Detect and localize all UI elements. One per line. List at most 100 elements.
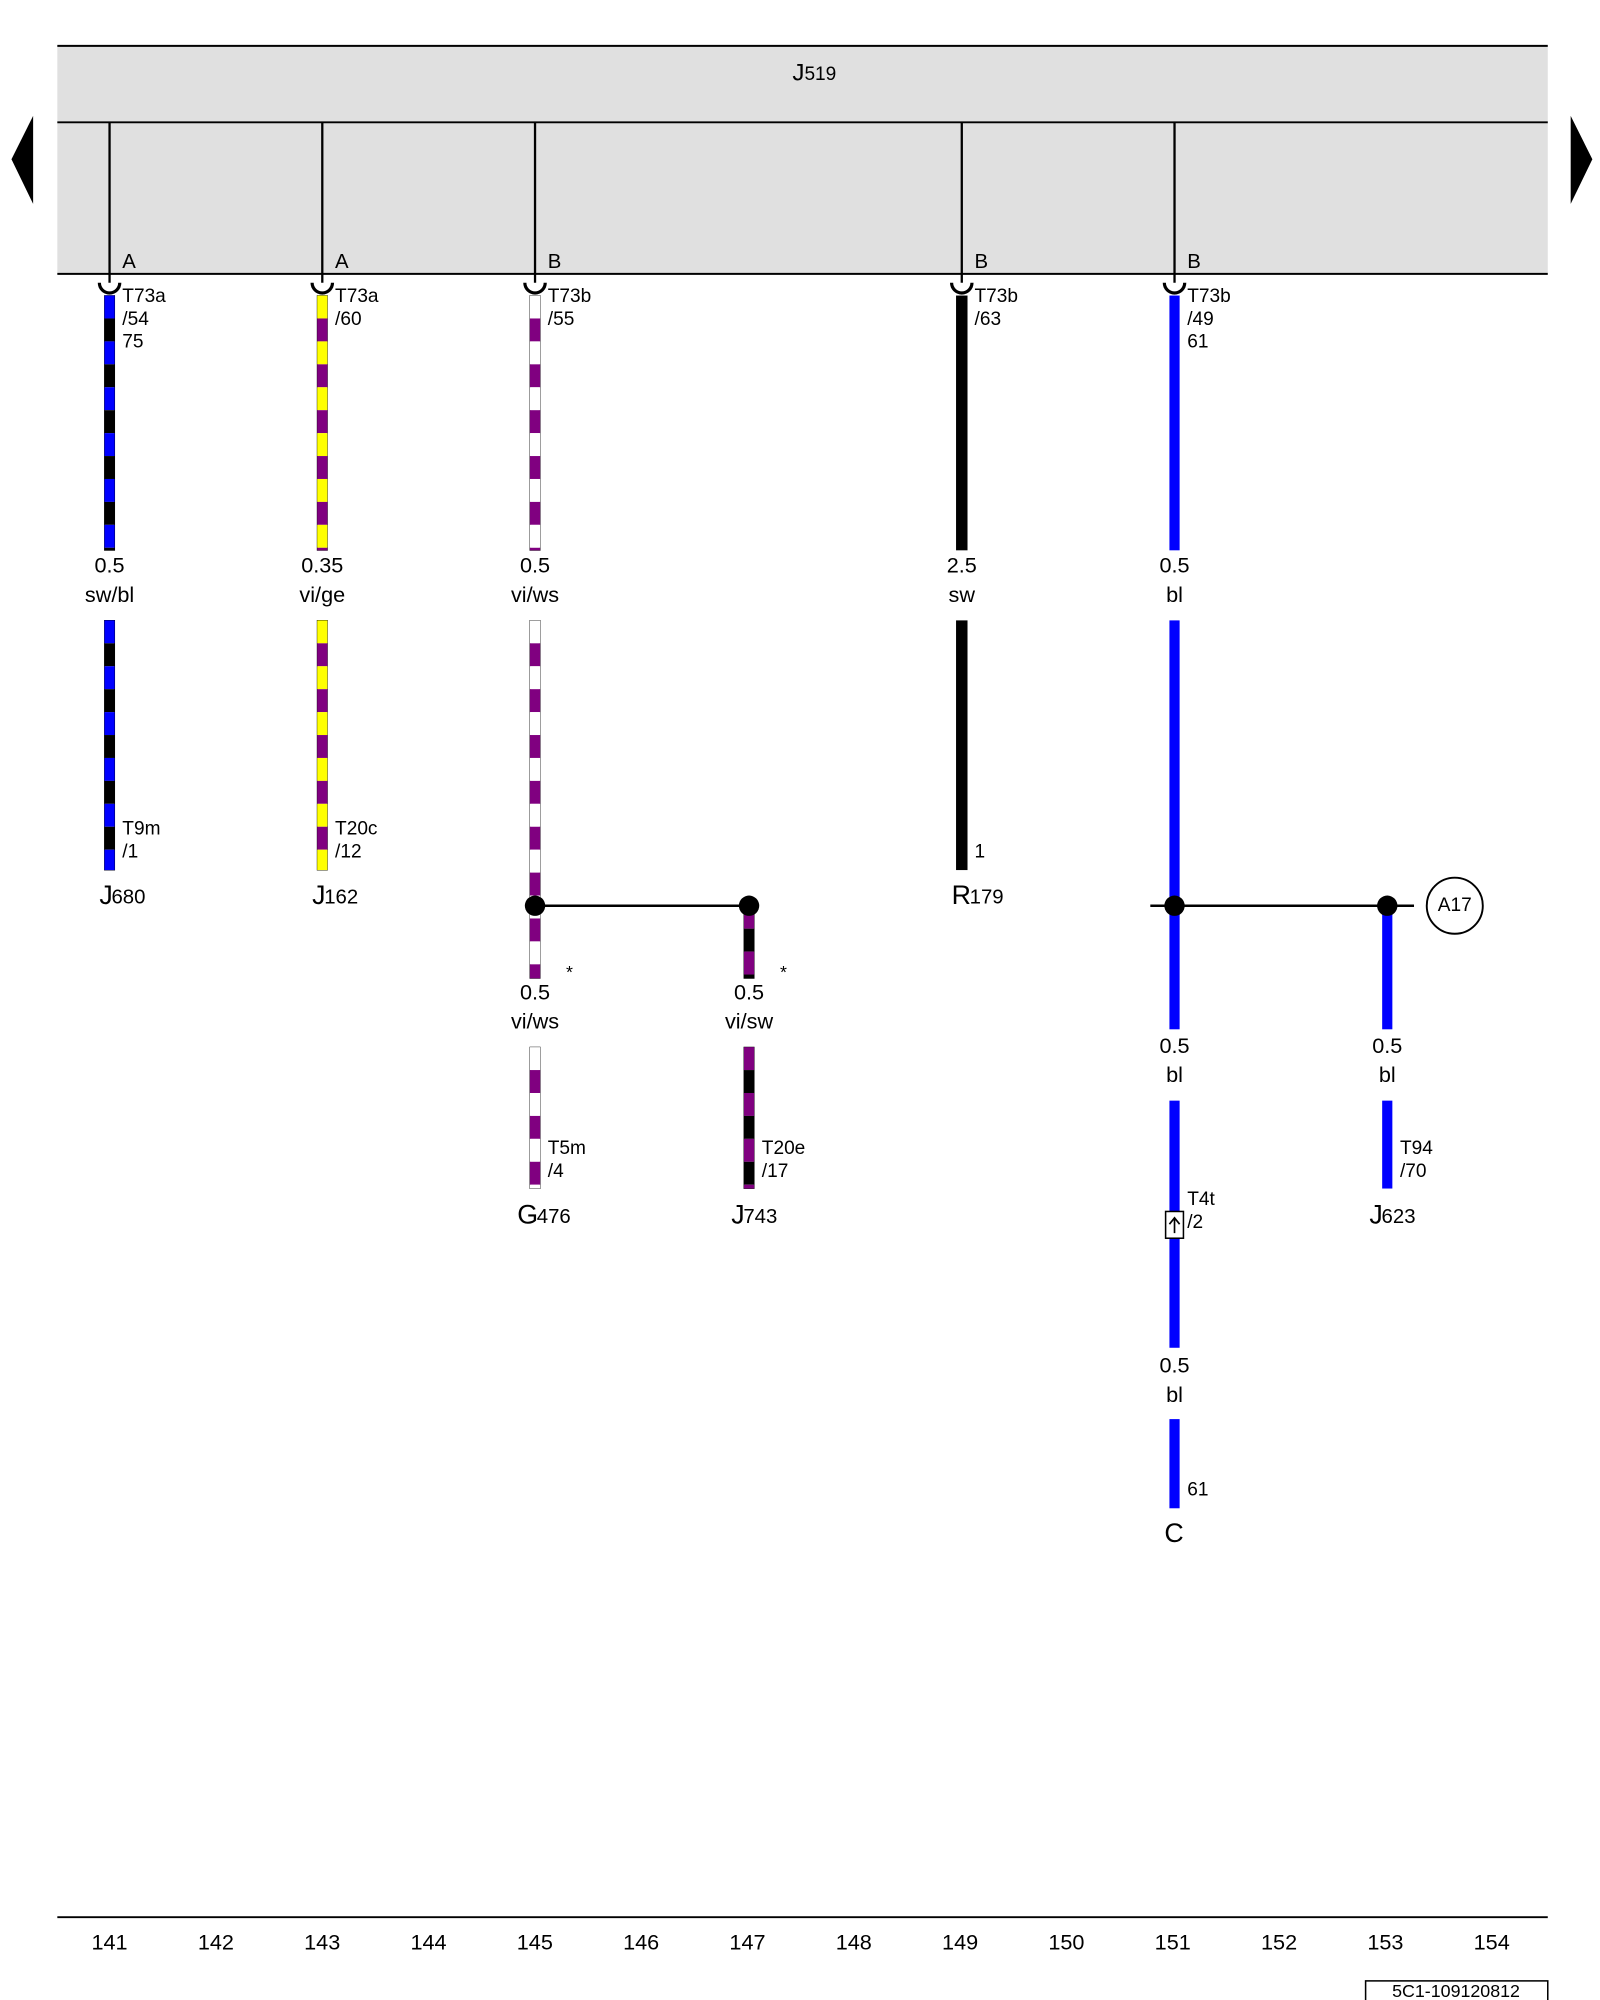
component-letter: J xyxy=(99,880,111,910)
link-circle xyxy=(1425,876,1484,935)
component-letter: J xyxy=(312,880,324,910)
connector-pin: /49 xyxy=(1187,309,1214,330)
wire-stripe xyxy=(104,318,115,342)
component-number: 623 xyxy=(1382,1206,1416,1228)
wire-stripe xyxy=(529,780,541,804)
wire-stripe xyxy=(529,1047,541,1071)
wire-stripe xyxy=(529,341,541,365)
wire-stripe xyxy=(529,410,541,434)
column-number: 149 xyxy=(942,1930,978,1955)
wire-stripe xyxy=(104,433,115,457)
wire-stripe xyxy=(104,456,115,479)
wire-color-code: vi/sw xyxy=(725,1009,773,1034)
column-number: 151 xyxy=(1155,1930,1191,1955)
wire-stripe xyxy=(743,1047,755,1071)
terminal-label: 61 xyxy=(1187,332,1208,353)
column-number: 146 xyxy=(623,1930,659,1955)
prev-page-arrow[interactable] xyxy=(11,115,34,204)
pin-letter: B xyxy=(548,251,562,273)
wire-stripe xyxy=(104,735,115,758)
column-number: 148 xyxy=(836,1930,872,1955)
note-mark: * xyxy=(566,962,573,982)
column-number: 153 xyxy=(1367,1930,1403,1955)
wire-stripe xyxy=(317,524,328,548)
wire-stripe xyxy=(104,547,115,551)
column-number: 152 xyxy=(1261,1930,1297,1955)
column-number: 143 xyxy=(304,1930,340,1955)
wire-stripe xyxy=(104,849,115,871)
wire-stripe xyxy=(529,666,541,690)
end-connector-label: T20e xyxy=(762,1138,806,1159)
wire-gauge: 0.35 xyxy=(301,553,343,578)
column-number: 154 xyxy=(1474,1930,1510,1955)
wire-stripe xyxy=(743,951,755,975)
footer-box xyxy=(1364,1980,1549,2000)
column-number: 145 xyxy=(517,1930,553,1955)
end-connector-label: T20c xyxy=(335,818,378,839)
component-letter: J xyxy=(731,1200,743,1230)
wire-color-code: bl xyxy=(1166,582,1183,607)
component-number: 162 xyxy=(324,886,358,908)
splice-point xyxy=(1377,895,1398,916)
connector-label: T4t xyxy=(1187,1189,1215,1210)
wire-stripe xyxy=(529,964,541,979)
wire-stripe xyxy=(317,666,328,690)
pin-socket xyxy=(950,282,974,295)
unit-number: 519 xyxy=(804,64,836,85)
wire-stripe xyxy=(743,1092,755,1116)
wire-stripe xyxy=(529,826,541,850)
wire-stripe xyxy=(743,1161,755,1185)
wire-stripe xyxy=(743,928,755,952)
component-letter: J xyxy=(1369,1200,1381,1230)
connector-pin: /55 xyxy=(548,309,575,330)
wire-stripe xyxy=(317,387,328,411)
wire-stripe xyxy=(529,643,541,667)
wire-color-code: bl xyxy=(1379,1062,1396,1087)
pin-socket xyxy=(1162,282,1187,295)
wire-stripe xyxy=(529,712,541,736)
wire-stripe xyxy=(317,478,328,502)
end-connector-label: T5m xyxy=(548,1138,586,1159)
wire xyxy=(1382,905,1393,1030)
pin-letter: A xyxy=(335,251,349,273)
connector-pin: /54 xyxy=(122,309,149,330)
wire-gauge: 0.5 xyxy=(1372,1033,1402,1058)
wire-stripe xyxy=(743,1184,755,1189)
wire-stripe xyxy=(317,735,328,758)
wire-color-code: vi/ws xyxy=(511,582,559,607)
wire-stripe xyxy=(529,1115,541,1139)
wire-stripe xyxy=(104,364,115,388)
wire xyxy=(1169,620,1180,1030)
splice-point xyxy=(738,895,760,916)
wire-gauge: 0.5 xyxy=(1159,1353,1189,1378)
splice-point xyxy=(524,895,546,916)
connector-label: T73a xyxy=(122,286,166,307)
wire xyxy=(1169,295,1180,551)
wire-stripe xyxy=(317,712,328,736)
component-letter: G xyxy=(517,1200,537,1230)
wire-color-code: sw xyxy=(949,582,976,607)
wire-color-code: sw/bl xyxy=(85,582,134,607)
wire-stripe xyxy=(529,1161,541,1185)
wire-gauge: 0.5 xyxy=(520,553,550,578)
column-number: 147 xyxy=(729,1930,765,1955)
end-connector-label: 1 xyxy=(975,841,986,862)
wire-gauge: 0.5 xyxy=(520,979,550,1004)
wire-stripe xyxy=(529,872,541,896)
pin-socket xyxy=(523,282,547,295)
wire-stripe xyxy=(104,341,115,365)
component-letter: C xyxy=(1164,1518,1183,1548)
drawing-number: 5C1-109120812 xyxy=(1392,1981,1520,2000)
wire-stripe xyxy=(529,433,541,457)
terminal-label: 75 xyxy=(122,332,143,353)
wire-stripe xyxy=(529,620,541,644)
next-page-arrow[interactable] xyxy=(1570,115,1593,204)
wire xyxy=(956,620,968,871)
wire-stripe xyxy=(529,689,541,713)
wire xyxy=(1382,1100,1393,1189)
column-number: 141 xyxy=(91,1930,127,1955)
end-connector-label: /4 xyxy=(548,1161,564,1182)
wire-color-code: bl xyxy=(1166,1382,1183,1407)
wire-stripe xyxy=(529,803,541,827)
